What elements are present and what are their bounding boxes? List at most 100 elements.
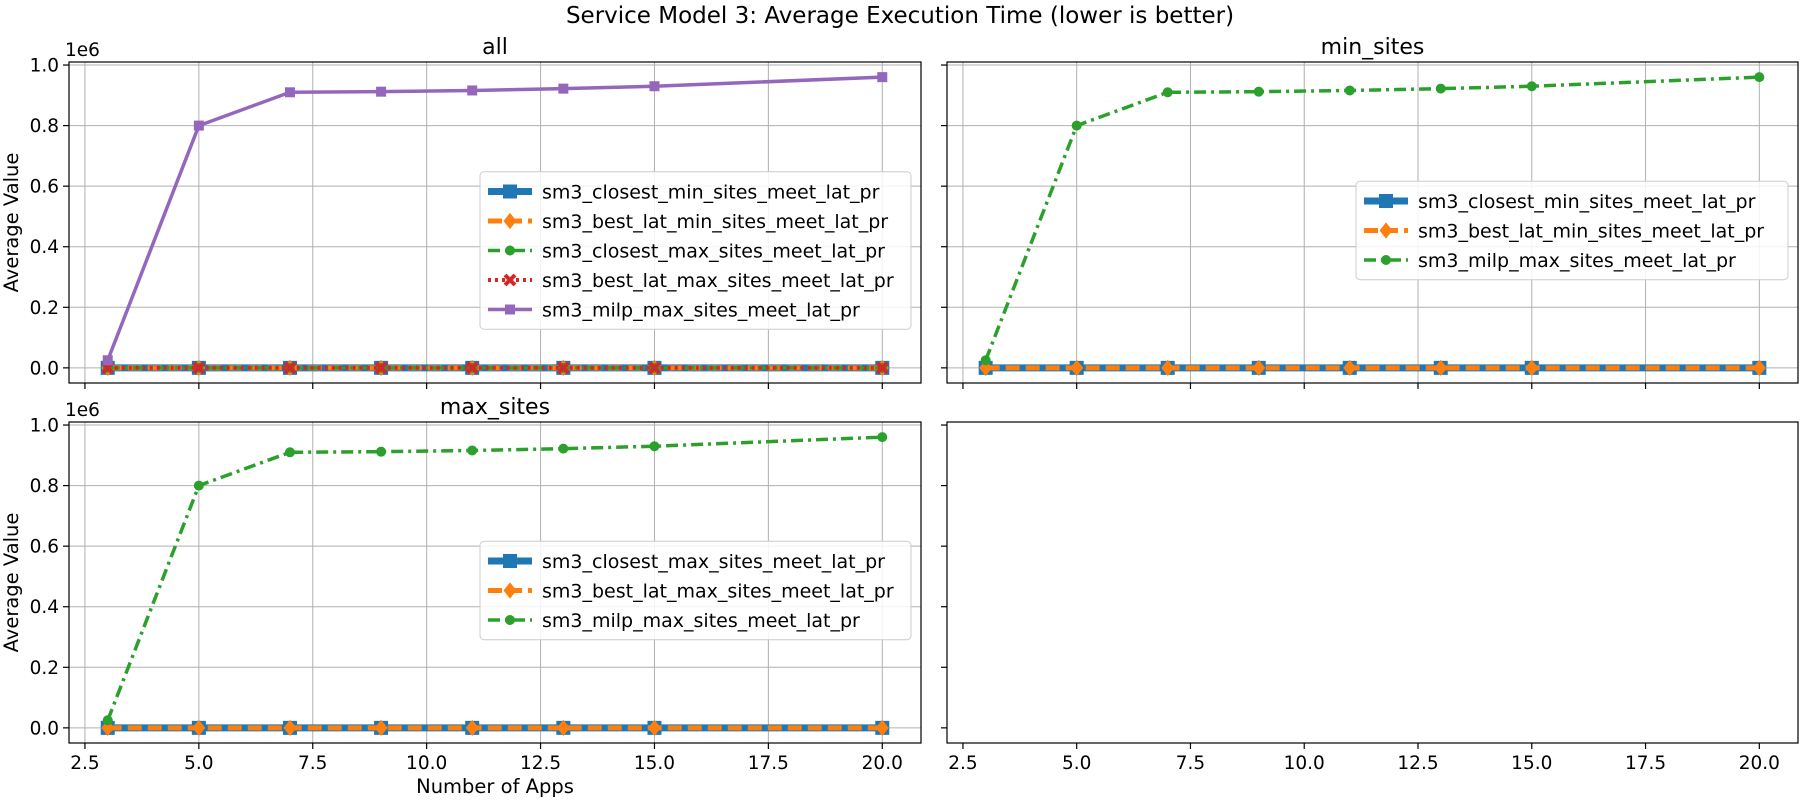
legend-swatch-marker-2 <box>503 212 517 230</box>
data-point-series-3-x-15 <box>1526 81 1537 92</box>
y-tick-label: 0.4 <box>30 597 59 618</box>
x-tick-label: 15.0 <box>1511 753 1552 774</box>
x-tick-label: 12.5 <box>1397 753 1438 774</box>
data-point-series-3-x-3 <box>980 355 991 366</box>
data-point-series-5-x-5 <box>193 120 204 131</box>
legend-box <box>1355 180 1789 281</box>
y-tick-label: 0.0 <box>30 358 59 379</box>
data-point-series-4-x-13 <box>556 361 570 375</box>
legend-label-2: sm3_best_lat_min_sites_meet_lat_pr <box>542 211 888 233</box>
data-point-series-2-x-9 <box>374 719 388 736</box>
data-point-series-2-x-13 <box>556 719 570 736</box>
data-point-series-3-x-11 <box>1344 85 1355 96</box>
legend-swatch-marker-3 <box>1381 255 1391 265</box>
data-point-series-2-x-11 <box>465 719 479 736</box>
data-point-series-3-x-7 <box>1162 87 1173 98</box>
legend-swatch-marker-3 <box>505 245 515 256</box>
data-point-series-4-x-9 <box>374 361 388 375</box>
x-tick-label: 7.5 <box>1176 753 1205 774</box>
subplot-2-frame <box>946 61 1799 384</box>
y-tick-label: 0.2 <box>30 658 59 679</box>
x-tick-label: 20.0 <box>1739 753 1780 774</box>
subplot-1: 0.0 0.2 0.4 0.6 0.8 1.0 1e6 all Average Value sm3… <box>0 35 922 389</box>
series-line-3 <box>984 75 1760 361</box>
y-axis-multiplier: 1e6 <box>65 400 100 421</box>
y-tick-label: 1.0 <box>30 56 59 77</box>
y-tick-label: 1.0 <box>30 416 59 437</box>
legend-label-5: sm3_milp_max_sites_meet_lat_pr <box>542 300 860 322</box>
data-point-series-2-x-9 <box>1252 359 1266 376</box>
legend-swatch-marker-4 <box>503 273 517 287</box>
data-point-series-3-x-5 <box>1071 120 1082 131</box>
legend-label-3: sm3_milp_max_sites_meet_lat_pr <box>1418 250 1736 272</box>
subplot-3-frame <box>68 421 922 744</box>
series-line-5 <box>106 75 883 361</box>
x-tick-label: 5.0 <box>1062 753 1091 774</box>
legend-swatch-marker-5 <box>505 304 515 315</box>
x-tick-label: 10.0 <box>406 753 447 774</box>
data-point-series-3-x-20 <box>877 432 888 443</box>
legend-label-3: sm3_milp_max_sites_meet_lat_pr <box>542 610 860 632</box>
subplot-2: min_sites sm3_closest_min_sites_meet_lat_… <box>941 35 1799 389</box>
data-point-series-4-x-11 <box>465 361 479 375</box>
figure-title: Service Model 3: Average Execution Time … <box>566 3 1234 29</box>
legend-label-1: sm3_closest_max_sites_meet_lat_pr <box>542 551 885 573</box>
y-tick-label: 0.4 <box>30 237 59 258</box>
data-point-series-5-x-9 <box>376 86 387 97</box>
subplot-title: min_sites <box>1321 35 1425 60</box>
data-point-series-2-x-15 <box>647 719 661 736</box>
x-tick-label: 12.5 <box>520 753 561 774</box>
subplot-1-series <box>100 72 890 376</box>
data-point-series-3-x-9 <box>1253 86 1264 97</box>
data-point-series-4-x-20 <box>875 361 889 375</box>
legend-label-3: sm3_closest_max_sites_meet_lat_pr <box>542 241 885 263</box>
data-point-series-4-x-7 <box>283 361 297 375</box>
data-point-series-3-x-7 <box>284 447 295 458</box>
legend-box <box>479 171 912 330</box>
x-axis-label: Number of Apps <box>416 775 574 798</box>
legend-swatch-marker-3 <box>505 615 515 625</box>
data-point-series-4-x-5 <box>192 361 206 375</box>
data-point-series-3-x-20 <box>1754 72 1765 83</box>
legend-swatch-marker-2 <box>1379 222 1393 239</box>
data-point-series-3-x-9 <box>376 446 387 457</box>
series-line-3 <box>106 435 883 721</box>
data-point-series-4-x-15 <box>648 361 661 375</box>
subplot-3: 2.5 5.0 7.5 10.0 12.5 15.0 17.5 20.0 0.0 0.2 0.4 0.… <box>0 395 922 798</box>
legend-label-2: sm3_best_lat_max_sites_meet_lat_pr <box>542 581 894 603</box>
y-axis-label: Average Value <box>0 513 23 653</box>
data-point-series-5-x-3 <box>102 355 113 366</box>
data-point-series-5-x-13 <box>558 83 569 94</box>
legend-swatch-marker-1 <box>503 554 517 568</box>
data-point-series-2-x-15 <box>1525 359 1539 376</box>
subplot-1-legend: sm3_closest_min_sites_meet_lat_pr sm3_bes… <box>479 171 912 330</box>
legend-swatch-marker-1 <box>503 184 517 199</box>
x-tick-label: 10.0 <box>1284 753 1325 774</box>
data-point-series-2-x-20 <box>1752 359 1766 376</box>
x-tick-label: 5.0 <box>184 753 213 774</box>
data-point-series-3-x-13 <box>1435 83 1446 94</box>
data-point-series-2-x-5 <box>192 719 206 736</box>
data-point-series-5-x-20 <box>877 72 888 83</box>
y-tick-label: 0.8 <box>30 116 59 137</box>
x-tick-label: 2.5 <box>70 753 99 774</box>
data-point-series-5-x-15 <box>649 81 660 92</box>
y-axis-multiplier: 1e6 <box>65 40 100 61</box>
legend-swatch-marker-1 <box>1379 194 1393 208</box>
legend-label-1: sm3_closest_min_sites_meet_lat_pr <box>1418 191 1756 213</box>
subplot-3-series <box>100 432 890 736</box>
x-tick-label: 7.5 <box>298 753 327 774</box>
y-axis-label: Average Value <box>0 153 23 293</box>
data-point-series-3-x-15 <box>649 441 660 452</box>
subplot-1-frame <box>68 61 922 384</box>
x-tick-label: 17.5 <box>748 753 789 774</box>
subplot-2-legend: sm3_closest_min_sites_meet_lat_pr sm3_bes… <box>1355 180 1789 281</box>
legend-swatch-marker-2 <box>503 582 517 599</box>
x-tick-label: 15.0 <box>634 753 675 774</box>
x-tick-label: 20.0 <box>862 753 903 774</box>
subplot-3-legend: sm3_closest_max_sites_meet_lat_pr sm3_bes… <box>479 540 912 641</box>
legend-box <box>479 540 912 641</box>
legend-label-4: sm3_best_lat_max_sites_meet_lat_pr <box>542 270 894 292</box>
subplot-title: max_sites <box>440 395 550 420</box>
subplot-4-frame <box>946 421 1799 744</box>
